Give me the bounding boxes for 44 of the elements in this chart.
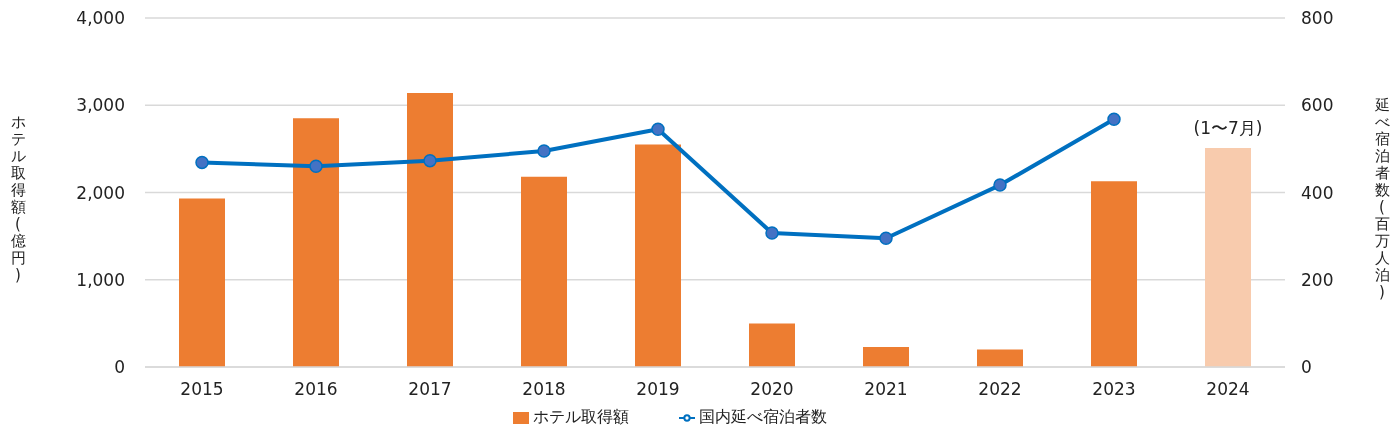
y2-tick-label: 200: [1301, 269, 1334, 290]
x-tick-label: 2016: [294, 379, 338, 400]
y-tick-label: 1,000: [76, 269, 125, 290]
y2-tick-label: 800: [1301, 8, 1334, 29]
legend-label: 国内延べ宿泊者数: [699, 407, 827, 426]
x-tick-label: 2024: [1206, 379, 1250, 400]
y2-tick-label: 600: [1301, 95, 1334, 116]
x-tick-label: 2015: [180, 379, 224, 400]
bar: [407, 93, 453, 367]
annotation: (1〜7月): [1193, 118, 1263, 138]
point: [993, 178, 1007, 192]
bar: [179, 198, 225, 367]
point: [423, 153, 437, 168]
text: 延べ宿泊者数(百万人泊): [1374, 96, 1390, 301]
point: [765, 226, 779, 240]
y2-tick-label: 0: [1301, 357, 1312, 378]
x-tick-label: 2020: [750, 379, 794, 400]
x-tick-label: 2019: [636, 379, 680, 400]
x-tick-label: 2022: [978, 379, 1022, 400]
point: [195, 155, 209, 170]
y-tick-label: 4,000: [76, 8, 125, 29]
y-tick-label: 0: [114, 357, 125, 378]
point: [537, 144, 551, 158]
y-tick-label: 2,000: [76, 182, 125, 203]
x-tick-label: 2017: [408, 379, 452, 400]
bar: [1091, 181, 1137, 367]
bar: [293, 118, 339, 367]
y2-tick-label: 400: [1301, 182, 1334, 203]
bar: [1205, 148, 1251, 367]
point: [1107, 112, 1121, 126]
text: ホテル取得額(億円): [10, 113, 26, 284]
bar: [521, 176, 567, 367]
bar: [635, 144, 681, 367]
bar: [977, 349, 1023, 367]
point: [651, 122, 665, 136]
point: [879, 231, 893, 246]
bar: [749, 323, 795, 367]
bar: [863, 346, 909, 367]
x-tick-label: 2018: [522, 379, 566, 400]
x-tick-label: 2021: [864, 379, 908, 400]
y-tick-label: 3,000: [76, 95, 125, 116]
x-tick-label: 2023: [1092, 379, 1136, 400]
legend-label: ホテル取得額: [533, 407, 629, 426]
point: [309, 159, 323, 174]
